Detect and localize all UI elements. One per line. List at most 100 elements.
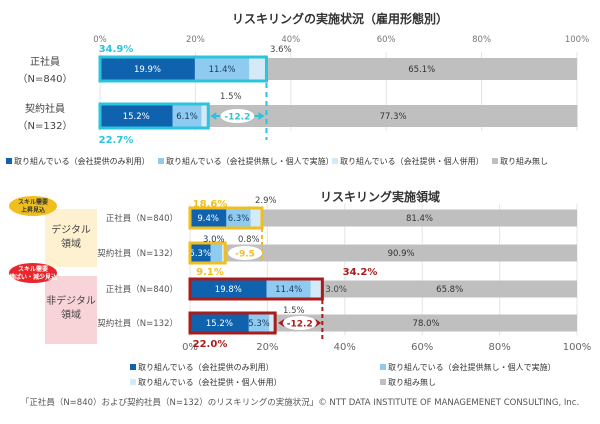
x-tick-label: 60%	[377, 35, 396, 45]
x-tick-label: 0%	[93, 35, 107, 45]
legend-swatch	[130, 364, 136, 370]
bar-segment	[249, 58, 267, 80]
group-badge-text: 上昇見込	[21, 206, 45, 214]
bar-segment	[248, 314, 270, 332]
x-tick-label: 40%	[281, 35, 300, 45]
category-label: 正社員（N=840）	[106, 284, 178, 295]
group-badge	[9, 263, 57, 283]
bar-segment	[269, 314, 276, 332]
group-badge-text: 横ばい・減少見込	[9, 273, 57, 281]
data-label: 5.3%	[248, 319, 270, 329]
difference-badge	[228, 246, 263, 260]
x-tick-label: 20%	[256, 342, 278, 353]
data-label: 81.4%	[406, 214, 433, 224]
category-label: 正社員（N=840）	[106, 213, 178, 224]
legend-label: 取り組んでいる（会社提供・個人併用）	[138, 377, 282, 387]
bar-segment	[100, 58, 195, 80]
group-badge-text: スキル需要	[18, 198, 48, 206]
total-label: 18.6%	[193, 199, 228, 210]
bar-segment	[310, 280, 323, 298]
chart-title: リスキリングの実施状況（雇用形態別）	[232, 11, 448, 26]
data-label: 77.3%	[380, 112, 407, 122]
category-sample-size: （N=132）	[18, 120, 73, 132]
category-sample-size: （N=840）	[18, 73, 73, 85]
data-label: 6.1%	[176, 112, 198, 122]
data-label: 9.4%	[197, 214, 219, 224]
legend-label: 取り組んでいる（会社提供・個人併用）	[340, 156, 484, 166]
category-label: 契約社員（N=132）	[97, 318, 178, 329]
data-label: 15.2%	[123, 112, 150, 122]
category-label: 契約社員（N=132）	[97, 248, 178, 259]
group-badge-text: スキル需要	[18, 265, 48, 273]
data-label: 3.0%	[325, 285, 347, 295]
bar-segment	[201, 105, 209, 127]
highlight-box	[98, 55, 268, 83]
bar-segment	[266, 280, 311, 298]
total-label: 22.7%	[99, 135, 134, 146]
data-label: 0.8%	[238, 235, 260, 245]
highlight-box	[188, 241, 227, 265]
bar-segment	[208, 105, 578, 127]
x-tick-label: 100%	[563, 342, 592, 353]
total-label: 34.9%	[99, 44, 134, 55]
total-label: 22.0%	[193, 339, 228, 350]
legend-swatch	[158, 158, 164, 164]
x-tick-label: 80%	[472, 35, 491, 45]
group-label: 領域	[61, 237, 81, 250]
total-label: 34.2%	[343, 267, 378, 278]
bar-segment	[225, 244, 578, 262]
difference-badge	[220, 109, 255, 123]
bar-segment	[190, 209, 227, 227]
legend-label: 取り組み無し	[388, 377, 436, 387]
data-label: 3.0%	[203, 235, 225, 245]
legend-swatch	[492, 158, 498, 164]
bar-segment	[100, 105, 173, 127]
footer-credit: 「正社員（N=840）および契約社員（N=132）のリスキリングの実施状況」© …	[20, 398, 580, 408]
data-label: 6.3%	[228, 214, 250, 224]
total-label: 9.1%	[196, 267, 224, 278]
x-tick-label: 100%	[565, 35, 589, 45]
bar-segment	[261, 209, 577, 227]
legend-swatch	[6, 158, 12, 164]
bar-segment	[190, 314, 249, 332]
legend-label: 取り組んでいる（会社提供のみ利用）	[14, 156, 150, 166]
bar-segment	[210, 244, 223, 262]
data-label: 11.4%	[209, 65, 236, 75]
data-label: 1.5%	[283, 306, 305, 316]
x-tick-label: 80%	[488, 342, 510, 353]
data-label: 19.9%	[134, 65, 161, 75]
legend-label: 取り組んでいる（会社提供無し・個人で実施）	[388, 362, 556, 372]
legend-label: 取り組み無し	[500, 156, 548, 166]
bar-segment	[266, 58, 577, 80]
data-label: 3.6%	[270, 45, 292, 55]
difference-label: -12.2	[224, 113, 250, 123]
x-tick-label: 60%	[411, 342, 433, 353]
bar-segment	[275, 314, 577, 332]
legend-swatch	[130, 379, 136, 385]
group-panel	[45, 276, 97, 344]
bar-segment	[190, 280, 267, 298]
data-label: 2.9%	[255, 196, 277, 206]
highlight-box	[98, 102, 210, 130]
category-label: 正社員	[30, 55, 60, 68]
difference-badge	[282, 316, 317, 330]
data-label: 11.4%	[275, 285, 302, 295]
bar-segment	[322, 280, 577, 298]
bar-segment	[226, 209, 251, 227]
legend-label: 取り組んでいる（会社提供無し・個人で実施）	[166, 156, 334, 166]
highlight-box	[188, 277, 324, 301]
difference-label: -9.5	[235, 250, 255, 260]
data-label: 19.8%	[215, 285, 242, 295]
highlight-box	[188, 206, 264, 230]
bar-segment	[250, 209, 262, 227]
arrowhead	[210, 112, 265, 120]
group-label: 領域	[61, 308, 81, 321]
data-label: 5.3%	[189, 249, 211, 259]
legend-label: 取り組んでいる（会社提供のみ利用）	[138, 362, 274, 372]
bar-segment	[172, 105, 202, 127]
category-label: 契約社員	[25, 102, 65, 115]
chart-title: リスキリング実施領域	[320, 189, 440, 204]
data-label: 15.2%	[206, 319, 233, 329]
